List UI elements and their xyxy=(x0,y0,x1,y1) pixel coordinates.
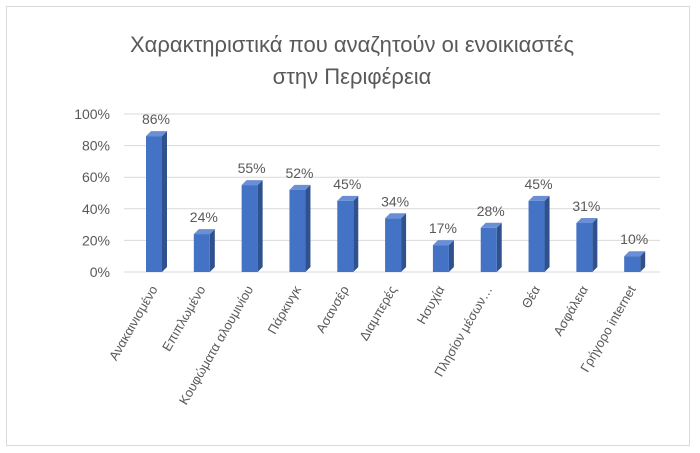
bar-front xyxy=(385,218,402,272)
bar-front xyxy=(480,227,497,272)
bars xyxy=(146,131,646,272)
y-tick-label: 20% xyxy=(82,232,110,248)
data-label: 86% xyxy=(142,111,170,127)
category-label: Πάρκινγκ xyxy=(264,283,304,337)
bar-side xyxy=(544,195,550,272)
chart-title-line-1: Χαρακτηριστικά που αναζητούν οι ενοικιασ… xyxy=(130,32,574,57)
category-label: Ανακαινισμένο xyxy=(106,283,161,363)
bar xyxy=(528,195,550,272)
bar-top xyxy=(337,195,359,201)
bar xyxy=(385,213,407,272)
bar-top xyxy=(624,251,646,257)
category-label: Θέα xyxy=(518,283,543,311)
bar-top xyxy=(289,184,311,190)
category-label: Ησυχία xyxy=(414,283,448,327)
bar xyxy=(432,240,454,272)
data-label: 28% xyxy=(477,203,505,219)
bar-front xyxy=(528,200,545,272)
bar-side xyxy=(257,180,263,272)
category-label: Ασανσέρ xyxy=(313,283,352,335)
data-label: 52% xyxy=(285,165,313,181)
bar-front xyxy=(241,185,258,272)
bar-side xyxy=(209,229,215,272)
bar-front xyxy=(289,189,306,272)
y-tick-label: 0% xyxy=(90,264,110,280)
bar xyxy=(241,180,263,272)
bar xyxy=(576,218,598,272)
bar xyxy=(146,131,167,272)
category-label: Επιπλωμένο xyxy=(159,283,208,354)
category-label: Διαμπερές xyxy=(356,283,399,343)
bar-front xyxy=(432,245,449,272)
bar-side xyxy=(496,222,502,272)
bar xyxy=(337,195,359,272)
bar-top xyxy=(241,180,263,186)
y-tick-label: 60% xyxy=(82,169,110,185)
bar-front xyxy=(624,256,641,272)
data-label: 24% xyxy=(190,209,218,225)
bar xyxy=(289,184,311,272)
y-tick-label: 80% xyxy=(82,138,110,154)
bar-top xyxy=(385,213,407,219)
bar-top xyxy=(528,195,550,201)
data-label: 55% xyxy=(238,160,266,176)
bar-front xyxy=(576,223,593,272)
data-labels: 86% 24% 55% 52% 45% 34% 17% 28% 45% 31% 10% xyxy=(142,111,648,247)
category-label: Ασφάλεια xyxy=(550,283,591,339)
data-label: 45% xyxy=(333,176,361,192)
bar-side xyxy=(592,218,598,272)
y-tick-label: 100% xyxy=(74,106,110,122)
bar-top xyxy=(146,131,167,137)
bar-side xyxy=(305,184,311,272)
bar-side xyxy=(640,251,646,272)
data-label: 34% xyxy=(381,193,409,209)
bar xyxy=(624,251,646,272)
y-tick-label: 40% xyxy=(82,201,110,217)
data-label: 10% xyxy=(620,231,648,247)
bar-top xyxy=(432,240,454,246)
data-label: 31% xyxy=(572,198,600,214)
bar-side xyxy=(401,213,407,272)
bar-front xyxy=(337,200,354,272)
chart-title-line-2: στην Περιφέρεια xyxy=(273,64,432,89)
bar-front xyxy=(146,136,162,272)
bar xyxy=(480,222,502,272)
bar-side xyxy=(353,195,359,272)
bar-top xyxy=(576,218,598,224)
data-label: 45% xyxy=(525,176,553,192)
bar-front xyxy=(193,234,210,272)
bar-side xyxy=(448,240,454,272)
bar-side xyxy=(162,131,167,272)
data-label: 17% xyxy=(429,220,457,236)
bar xyxy=(193,229,215,272)
bar-top xyxy=(480,222,502,228)
bar-top xyxy=(193,229,215,235)
y-axis-ticks: 0% 20% 40% 60% 80% 100% xyxy=(74,106,110,280)
